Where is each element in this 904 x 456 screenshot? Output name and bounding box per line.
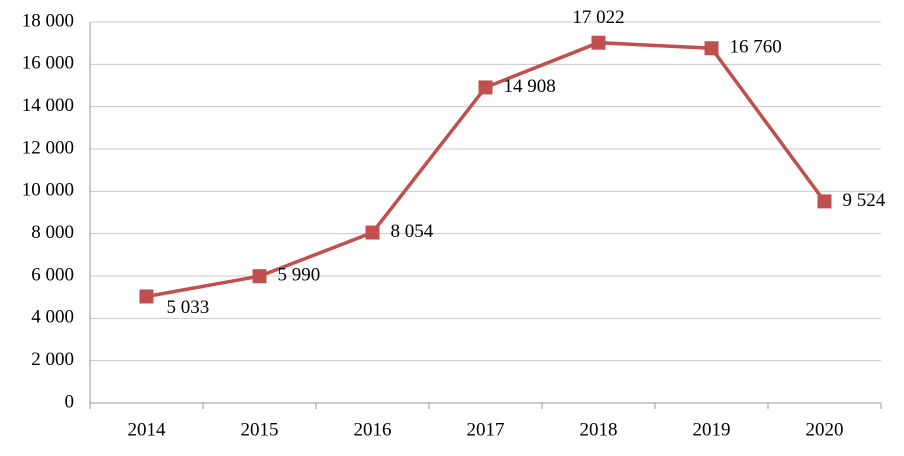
marker xyxy=(817,194,832,209)
y-tick-label: 12 000 xyxy=(22,137,74,158)
y-tick-label: 16 000 xyxy=(22,53,74,74)
marker xyxy=(365,225,380,240)
x-tick-label: 2017 xyxy=(467,419,505,440)
data-label: 14 908 xyxy=(504,76,556,97)
marker xyxy=(591,35,606,50)
x-tick-label: 2018 xyxy=(580,419,618,440)
x-tick-label: 2015 xyxy=(241,419,279,440)
data-label: 5 990 xyxy=(278,265,321,286)
marker xyxy=(139,289,154,304)
y-tick-label: 10 000 xyxy=(22,180,74,201)
x-tick-label: 2016 xyxy=(354,419,392,440)
y-tick-label: 18 000 xyxy=(22,10,74,31)
marker xyxy=(478,80,493,95)
y-tick-label: 14 000 xyxy=(22,95,74,116)
y-tick-label: 4 000 xyxy=(31,307,74,328)
x-tick-label: 2020 xyxy=(806,419,844,440)
marker xyxy=(704,41,719,56)
y-tick-label: 2 000 xyxy=(31,349,74,370)
y-tick-label: 8 000 xyxy=(31,222,74,243)
data-label: 8 054 xyxy=(391,221,434,242)
marker xyxy=(252,269,267,284)
y-tick-label: 0 xyxy=(65,391,75,412)
data-label: 16 760 xyxy=(730,37,782,58)
y-tick-label: 6 000 xyxy=(31,264,74,285)
data-label: 5 033 xyxy=(167,297,210,318)
data-label: 9 524 xyxy=(843,190,886,211)
x-tick-label: 2014 xyxy=(128,419,167,440)
x-tick-label: 2019 xyxy=(693,419,731,440)
data-label: 17 022 xyxy=(572,7,624,28)
